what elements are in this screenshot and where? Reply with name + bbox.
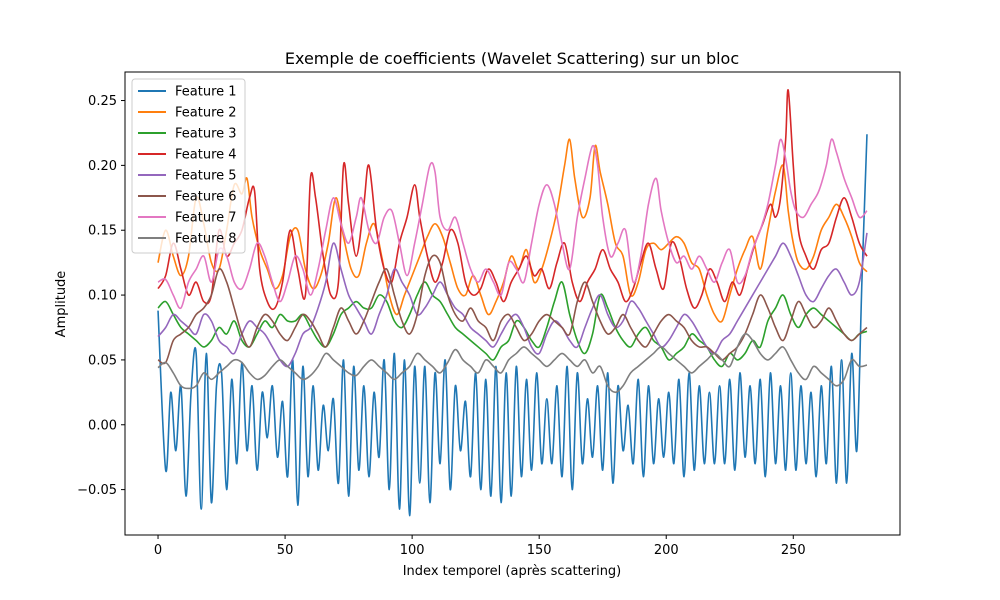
- y-tick-label: 0.10: [88, 289, 117, 304]
- legend-label-feature-5: Feature 5: [175, 169, 237, 184]
- series-layer: [157, 89, 868, 517]
- y-axis-label: Amplitude: [54, 271, 69, 338]
- series-line-feature-5: [157, 232, 868, 368]
- x-tick-label: 250: [781, 543, 806, 558]
- x-axis-label: Index temporel (après scattering): [403, 564, 622, 579]
- legend-label-feature-8: Feature 8: [175, 232, 237, 247]
- y-tick-label: 0.15: [88, 224, 117, 239]
- x-tick-label: 150: [527, 543, 552, 558]
- y-tick-label: 0.25: [88, 94, 117, 109]
- y-axis: −0.05 0.00 0.05 0.10 0.15 0.20 0.25: [77, 94, 125, 498]
- chart-title: Exemple de coefficients (Wavelet Scatter…: [285, 49, 739, 68]
- legend-label-feature-4: Feature 4: [175, 148, 237, 163]
- y-tick-label: 0.20: [88, 159, 117, 174]
- x-tick-label: 50: [277, 543, 294, 558]
- legend-label-feature-1: Feature 1: [175, 85, 237, 100]
- legend-label-feature-6: Feature 6: [175, 190, 237, 205]
- x-tick-label: 100: [400, 543, 425, 558]
- legend-box: [131, 78, 246, 254]
- series-line-feature-8: [157, 333, 868, 394]
- x-tick-label: 200: [654, 543, 679, 558]
- legend-label-feature-7: Feature 7: [175, 211, 237, 226]
- legend: Feature 1 Feature 2 Feature 3 Feature 4 Feat…: [131, 78, 246, 254]
- series-line-feature-6: [157, 254, 868, 365]
- series-line-feature-1: [157, 134, 868, 517]
- series-line-feature-7: [157, 138, 868, 310]
- legend-label-feature-2: Feature 2: [175, 106, 237, 121]
- x-axis: 0 50 100 150 200 250: [154, 535, 806, 558]
- y-tick-label: 0.05: [88, 353, 117, 368]
- series-line-feature-3: [157, 281, 868, 368]
- plot-frame: [124, 71, 901, 536]
- legend-label-feature-3: Feature 3: [175, 127, 237, 142]
- x-tick-label: 0: [154, 543, 162, 558]
- y-tick-label: 0.00: [88, 418, 117, 433]
- y-tick-label: −0.05: [77, 483, 117, 498]
